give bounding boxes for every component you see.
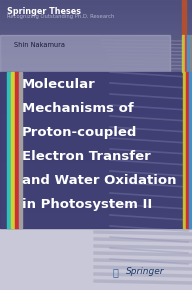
Bar bbox=[0, 35, 170, 72]
Text: Springer: Springer bbox=[126, 267, 165, 276]
Bar bbox=[0, 72, 192, 228]
Text: in Photosystem II: in Photosystem II bbox=[22, 198, 152, 211]
Bar bbox=[186, 72, 189, 228]
Bar bbox=[189, 72, 191, 228]
Text: Electron Transfer: Electron Transfer bbox=[22, 150, 151, 163]
Text: Proton-coupled: Proton-coupled bbox=[22, 126, 137, 139]
Bar bbox=[183, 72, 185, 228]
Bar bbox=[11, 72, 14, 228]
Bar bbox=[182, 0, 186, 35]
Text: Ⓢ: Ⓢ bbox=[112, 267, 118, 277]
Text: Molecular: Molecular bbox=[22, 78, 96, 91]
Bar bbox=[0, 0, 192, 35]
Bar bbox=[182, 35, 184, 72]
Bar bbox=[187, 35, 189, 72]
Bar bbox=[7, 72, 10, 228]
Bar bbox=[190, 35, 191, 72]
Bar bbox=[0, 228, 192, 290]
Text: Recognizing Outstanding Ph.D. Research: Recognizing Outstanding Ph.D. Research bbox=[7, 14, 114, 19]
Bar bbox=[15, 72, 18, 228]
Bar bbox=[185, 35, 186, 72]
Text: and Water Oxidation: and Water Oxidation bbox=[22, 174, 176, 187]
Bar bbox=[19, 72, 22, 228]
Text: Mechanisms of: Mechanisms of bbox=[22, 102, 134, 115]
Text: Shin Nakamura: Shin Nakamura bbox=[14, 42, 65, 48]
Text: Springer Theses: Springer Theses bbox=[7, 7, 81, 16]
